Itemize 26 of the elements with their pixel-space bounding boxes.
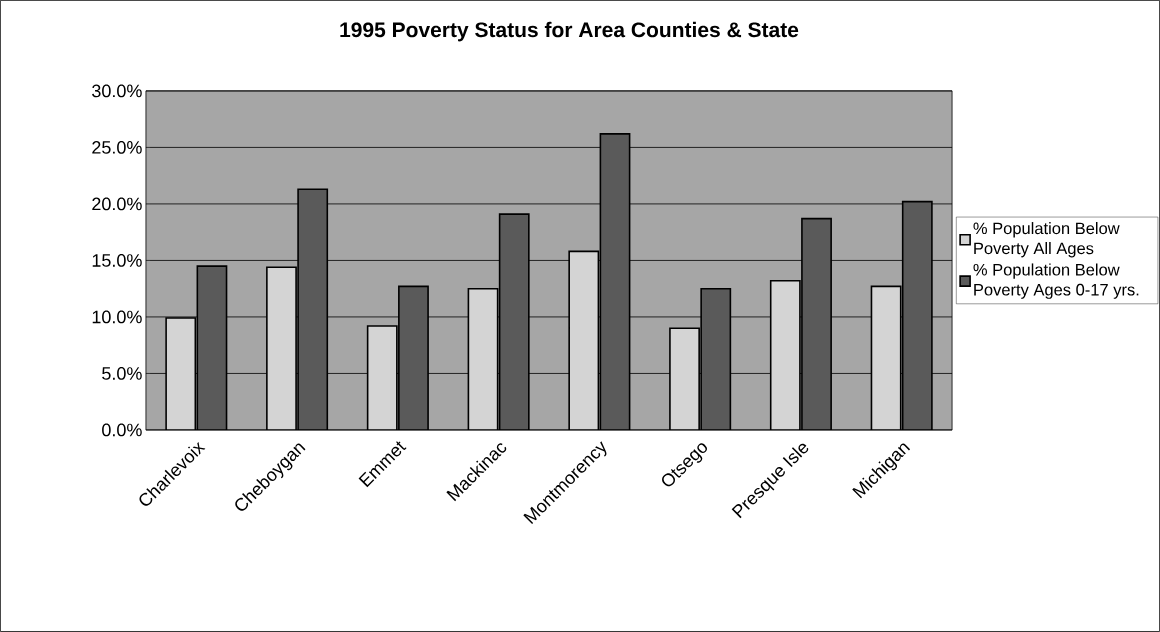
bar (298, 189, 328, 431)
y-tick-label: 25.0% (92, 141, 142, 154)
y-tick-label: 0.0% (102, 423, 142, 437)
legend-label: % Population Below Poverty All Ages (973, 222, 1120, 258)
bar (197, 266, 227, 431)
bar (398, 286, 429, 431)
y-tick-label: 30.0% (92, 84, 142, 98)
y-tick-label: 5.0% (102, 367, 142, 380)
y-tick-label: 10.0% (92, 310, 142, 324)
chart-title: 1995 Poverty Status for Area Counties & State (340, 21, 799, 42)
bar (770, 280, 800, 431)
y-tick-label: 15.0% (92, 254, 142, 267)
bar (600, 133, 630, 431)
bar (901, 200, 933, 431)
bar (801, 218, 832, 431)
y-tick-label: 20.0% (92, 197, 142, 211)
legend-label: % Population Below Poverty Ages 0-17 yrs. (973, 263, 1139, 299)
bar (669, 328, 700, 431)
bar (468, 288, 498, 431)
bar (569, 251, 599, 431)
bar (701, 288, 731, 431)
bar (870, 285, 902, 431)
bar (367, 326, 397, 431)
bar (166, 318, 196, 431)
bar (499, 214, 529, 431)
bar (266, 267, 297, 431)
